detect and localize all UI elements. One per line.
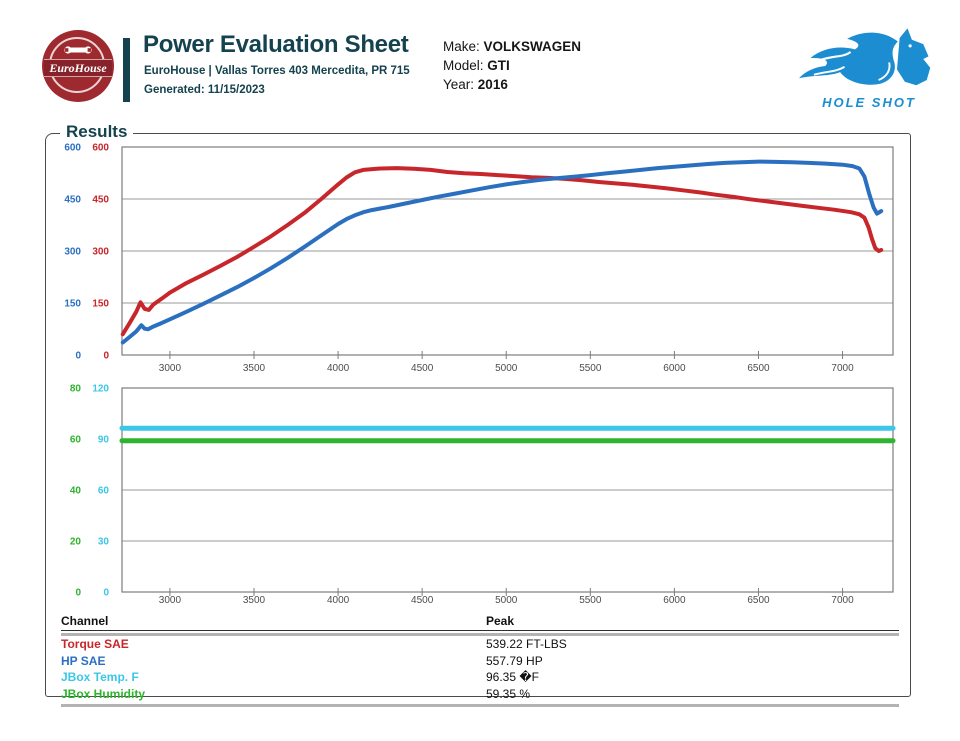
svg-text:3000: 3000 [159, 595, 182, 606]
svg-text:450: 450 [64, 195, 81, 206]
svg-text:5500: 5500 [579, 595, 602, 606]
shop-address: EuroHouse | Vallas Torres 403 Mercedita,… [144, 65, 410, 77]
svg-text:600: 600 [64, 143, 81, 154]
svg-text:120: 120 [92, 384, 109, 395]
table-row: Torque SAE 539.22 FT-LBS [61, 636, 899, 653]
svg-text:0: 0 [75, 351, 81, 362]
vehicle-make: Make: VOLKSWAGEN [443, 37, 581, 56]
vehicle-model: Model: GTI [443, 56, 581, 75]
svg-text:3500: 3500 [243, 595, 266, 606]
svg-text:4000: 4000 [327, 363, 350, 374]
peak-cell: 557.79 HP [486, 653, 543, 668]
table-divider-thick [61, 633, 899, 636]
results-panel [45, 133, 911, 697]
svg-text:30: 30 [98, 537, 110, 548]
svg-text:3000: 3000 [159, 363, 182, 374]
svg-text:7000: 7000 [831, 595, 854, 606]
svg-text:6500: 6500 [747, 363, 770, 374]
table-row: JBox Humidity 59.35 % [61, 686, 899, 703]
logo-text: EuroHouse [49, 60, 107, 75]
peak-table: Channel Peak Torque SAE 539.22 FT-LBS HP S… [61, 612, 899, 707]
page-title: Power Evaluation Sheet [143, 31, 409, 58]
channel-header: Channel [61, 614, 109, 628]
channel-cell: HP SAE [61, 653, 106, 668]
svg-text:450: 450 [92, 195, 109, 206]
logo-banner: EuroHouse [44, 59, 112, 77]
peak-cell: 59.35 % [486, 686, 531, 701]
svg-text:300: 300 [64, 247, 81, 258]
vehicle-info: Make: VOLKSWAGEN Model: GTI Year: 2016 [443, 37, 581, 94]
svg-text:6000: 6000 [663, 363, 686, 374]
year-label: Year: [443, 77, 475, 92]
svg-text:6000: 6000 [663, 595, 686, 606]
svg-text:7000: 7000 [831, 363, 854, 374]
svg-text:60: 60 [98, 486, 110, 497]
table-row: HP SAE 557.79 HP [61, 653, 899, 670]
results-title: Results [60, 122, 134, 142]
table-header-row: Channel Peak [61, 612, 899, 630]
svg-text:0: 0 [103, 588, 109, 599]
wrench-icon [64, 46, 92, 54]
holeshot-logo: HOLE SHOT [785, 24, 953, 110]
environment-chart: 3000 3500 4000 4500 5000 5500 6000 6500 70008060… [70, 384, 896, 606]
generated-date: Generated: 11/15/2023 [144, 84, 265, 96]
svg-text:300: 300 [92, 247, 109, 258]
svg-text:150: 150 [92, 299, 109, 310]
svg-text:6500: 6500 [747, 595, 770, 606]
peak-cell: 96.35 �F [486, 670, 539, 685]
table-divider [61, 630, 899, 631]
peak-cell: 539.22 FT-LBS [486, 637, 567, 652]
channel-cell: JBox Humidity [61, 686, 146, 701]
svg-text:0: 0 [103, 351, 109, 362]
svg-text:0: 0 [75, 588, 81, 599]
svg-text:3500: 3500 [243, 363, 266, 374]
svg-text:5000: 5000 [495, 595, 518, 606]
horse-icon [799, 28, 931, 86]
power-chart: 3000 3500 4000 4500 5000 5500 6000 6500 70006004… [64, 143, 894, 374]
table-bottom-rule [61, 704, 899, 707]
channel-cell: JBox Temp. F [61, 670, 139, 685]
svg-text:4000: 4000 [327, 595, 350, 606]
vehicle-year: Year: 2016 [443, 75, 581, 94]
make-label: Make: [443, 39, 480, 54]
table-row: JBox Temp. F 96.35 �F [61, 669, 899, 686]
svg-text:40: 40 [70, 486, 82, 497]
make-value: VOLKSWAGEN [483, 39, 582, 54]
peak-header: Peak [486, 614, 515, 628]
svg-text:5000: 5000 [495, 363, 518, 374]
svg-text:5500: 5500 [579, 363, 602, 374]
svg-text:80: 80 [70, 384, 82, 395]
svg-text:600: 600 [92, 143, 109, 154]
brand-name: HOLE SHOT [822, 95, 916, 110]
model-value: GTI [487, 58, 510, 73]
title-accent-bar [123, 38, 130, 102]
year-value: 2016 [477, 77, 508, 92]
eurohouse-logo: EuroHouse [42, 30, 114, 102]
svg-text:4500: 4500 [411, 595, 434, 606]
channel-cell: Torque SAE [61, 637, 129, 652]
model-label: Model: [443, 58, 484, 73]
svg-text:150: 150 [64, 299, 81, 310]
svg-text:20: 20 [70, 537, 82, 548]
svg-text:4500: 4500 [411, 363, 434, 374]
svg-text:60: 60 [70, 435, 82, 446]
svg-text:90: 90 [98, 435, 110, 446]
table-body: Torque SAE 539.22 FT-LBS HP SAE 557.79 HP JB… [61, 636, 899, 702]
